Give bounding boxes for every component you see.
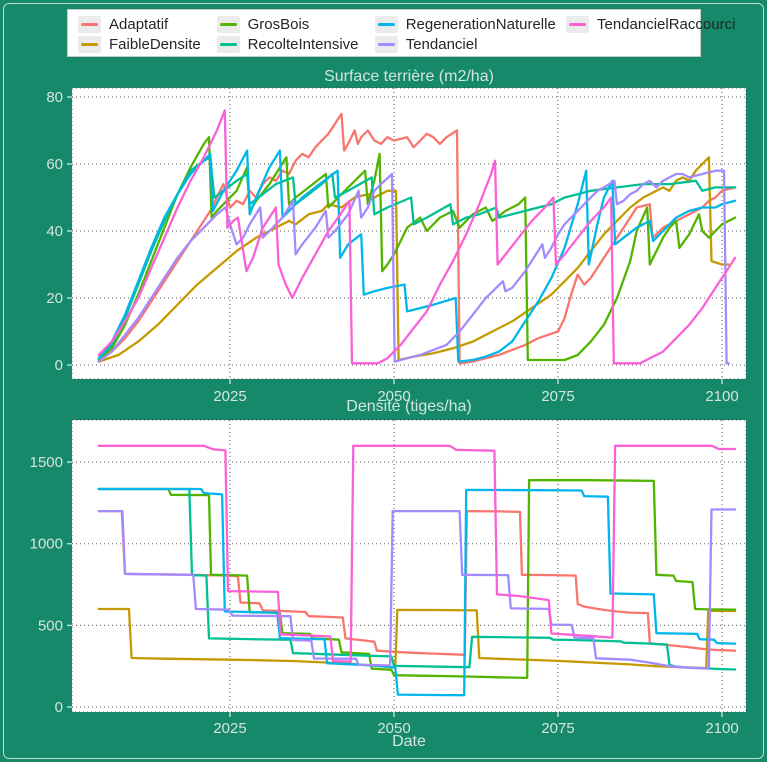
legend-label: FaibleDensite <box>109 35 201 53</box>
legend-column: Adaptatif FaibleDensite <box>78 14 217 56</box>
legend-swatch-icon <box>216 35 240 53</box>
legend-item-TendancielRaccourci[interactable]: TendancielRaccourci <box>566 14 735 34</box>
density-xtick-label-2075: 2075 <box>541 720 574 737</box>
legend-swatch-icon <box>374 35 398 53</box>
legend-swatch-icon <box>78 15 101 33</box>
legend-line-icon <box>377 22 395 26</box>
legend-line-icon <box>219 42 237 46</box>
density-chart-title: Densité (tiges/ha) <box>346 398 472 415</box>
legend-item-Tendanciel[interactable]: Tendanciel <box>374 34 566 54</box>
surface-ytick-label-20: 20 <box>46 290 63 307</box>
legend-label: RegenerationNaturelle <box>405 15 556 33</box>
legend-item-FaibleDensite[interactable]: FaibleDensite <box>78 34 217 54</box>
surface-xtick-label-2025: 2025 <box>213 388 246 405</box>
density-line-TendancielRaccourci[interactable] <box>97 444 737 663</box>
surface-line-RegenerationNaturelle[interactable] <box>97 149 737 363</box>
surface-ytick-label-60: 60 <box>46 156 63 173</box>
legend-column: TendancielRaccourci <box>566 14 735 56</box>
legend-line-icon <box>81 22 98 26</box>
legend: Adaptatif FaibleDensite GrosBois RecolteInt… <box>67 9 735 57</box>
surface-chart: 2025 2050 2075 2100 0 20 40 60 80 <box>46 87 747 405</box>
density-line-RecolteIntensive[interactable] <box>97 487 737 671</box>
density-line-GrosBois[interactable] <box>97 478 737 680</box>
density-xtick-label-2025: 2025 <box>213 720 246 737</box>
legend-item-GrosBois[interactable]: GrosBois <box>216 14 375 34</box>
surface-chart-title: Surface terrière (m2/ha) <box>324 68 494 85</box>
legend-line-icon <box>569 22 586 26</box>
legend-swatch-icon <box>216 15 240 33</box>
density-xtick-label-2100: 2100 <box>705 720 738 737</box>
legend-column: RegenerationNaturelle Tendanciel <box>374 14 566 56</box>
surface-ytick-label-0: 0 <box>55 357 63 374</box>
surface-ytick-label-40: 40 <box>46 223 63 240</box>
legend-item-RecolteIntensive[interactable]: RecolteIntensive <box>216 34 375 54</box>
surface-ytick-label-80: 80 <box>46 89 63 106</box>
density-plot-panel[interactable] <box>72 420 746 712</box>
density-ytick-label-0: 0 <box>55 699 63 716</box>
legend-line-icon <box>377 42 395 46</box>
surface-panel-border <box>71 87 747 380</box>
legend-label: RecolteIntensive <box>247 35 359 53</box>
legend-item-RegenerationNaturelle[interactable]: RegenerationNaturelle <box>374 14 566 34</box>
legend-column: GrosBois RecolteIntensive <box>216 14 375 56</box>
legend-label: GrosBois <box>247 15 310 33</box>
surface-plot-panel[interactable] <box>72 88 746 379</box>
density-line-RegenerationNaturelle[interactable] <box>97 487 737 697</box>
density-panel-border <box>71 419 747 713</box>
legend-label: Adaptatif <box>109 15 169 33</box>
surface-line-FaibleDensite[interactable] <box>97 156 730 363</box>
surface-line-TendancielRaccourci[interactable] <box>97 109 737 365</box>
surface-line-Tendanciel[interactable] <box>97 169 730 365</box>
legend-swatch-icon <box>374 15 398 33</box>
density-xtick-label-2050: 2050 <box>377 720 410 737</box>
legend-swatch-icon <box>78 35 101 53</box>
legend-line-icon <box>219 22 237 26</box>
legend-label: Tendanciel <box>405 35 478 53</box>
density-ytick-label-1500: 1500 <box>30 454 63 471</box>
surface-line-Adaptatif[interactable] <box>97 112 737 365</box>
density-chart: 2025 2050 2075 2100 0 500 1000 1500 <box>30 419 747 737</box>
surface-xtick-label-2050: 2050 <box>377 388 410 405</box>
density-line-Tendanciel[interactable] <box>97 508 737 670</box>
density-ytick-label-1000: 1000 <box>30 536 63 553</box>
surface-series-group <box>97 109 737 365</box>
surface-line-GrosBois[interactable] <box>97 136 737 362</box>
legend-item-Adaptatif[interactable]: Adaptatif <box>78 14 217 34</box>
surface-xtick-label-2075: 2075 <box>541 388 574 405</box>
density-ytick-label-500: 500 <box>38 617 63 634</box>
density-line-Adaptatif[interactable] <box>97 509 737 656</box>
surface-xtick-label-2100: 2100 <box>705 388 738 405</box>
legend-line-icon <box>81 42 98 46</box>
x-axis-title: Date <box>392 733 426 750</box>
legend-swatch-icon <box>566 15 589 33</box>
density-series-group <box>97 444 737 697</box>
legend-label: TendancielRaccourci <box>597 15 736 33</box>
